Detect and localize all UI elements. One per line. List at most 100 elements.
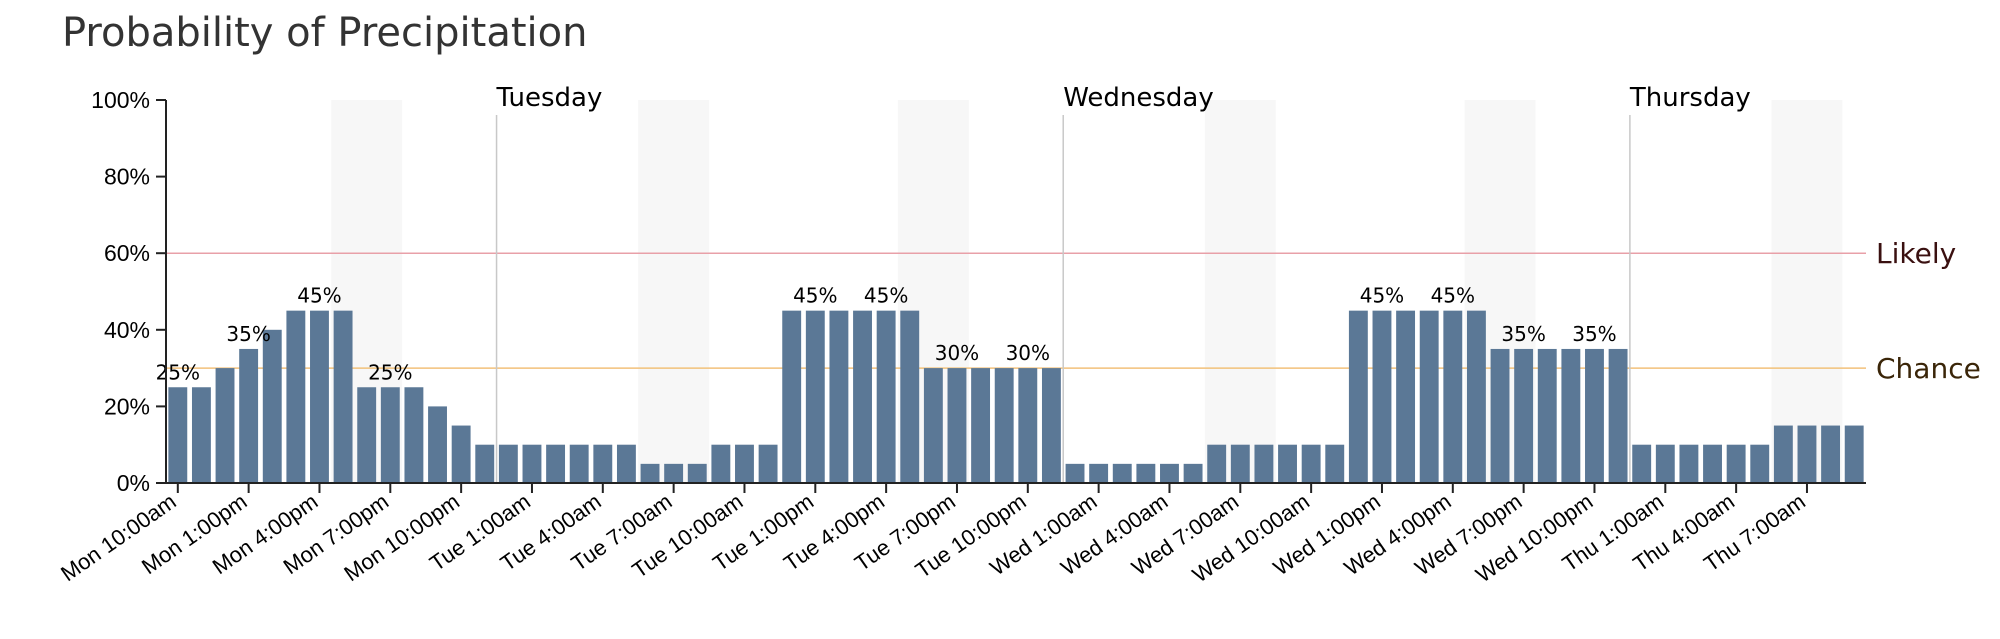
bar [1278,444,1297,483]
bar [994,368,1014,483]
bar [805,310,825,483]
bar [262,329,282,483]
day-label: Tuesday [496,83,603,113]
day-markers: Tuesday Wednesday Thursday [496,83,1751,483]
bar [451,425,471,483]
bar [1632,444,1652,483]
bar [191,387,211,483]
y-tick-label: 40% [104,317,150,343]
bar [1703,444,1722,483]
bar [1679,444,1699,483]
bar [428,406,447,483]
bar [900,310,920,483]
night-band [1204,100,1276,483]
bar [239,348,259,483]
bar [687,463,707,483]
bar [1466,310,1486,483]
bar [1773,425,1793,483]
data-label: 30% [1006,341,1050,365]
bar [569,444,589,483]
chart-title: Probability of Precipitation [62,10,588,56]
y-tick-label: 100% [91,87,150,113]
bar [971,368,991,483]
bar [1207,444,1227,483]
bar [1443,310,1463,483]
threshold-label: Chance [1876,352,1981,385]
bar [215,368,235,483]
data-label: 45% [297,284,341,308]
data-label: 45% [1360,284,1404,308]
bar [1396,310,1416,483]
y-tick-label: 80% [104,164,150,190]
bar [1183,463,1203,483]
bar [947,368,967,483]
bar [1419,310,1439,483]
bar [1797,425,1817,483]
shaded-bands [331,100,1843,483]
bar [853,310,872,483]
bar [1160,463,1179,483]
bar [1537,348,1557,483]
bar [593,444,613,483]
bar [1655,444,1675,483]
bar [498,444,518,483]
bar [664,463,684,483]
bar [1514,348,1534,483]
bar [1561,348,1581,483]
day-label: Wednesday [1063,83,1214,113]
night-band [1771,100,1843,483]
bar [1089,463,1109,483]
threshold-lines: Likely Chance [166,237,1981,385]
y-tick-label: 0% [117,470,150,496]
bar [475,444,495,483]
bar [1585,348,1604,483]
bar [876,310,896,483]
y-tick-label: 60% [104,240,150,266]
bar [758,444,778,483]
bar [1230,444,1250,483]
bar [1372,310,1392,483]
bar [310,310,329,483]
data-label: 35% [226,322,270,346]
bars [168,310,1864,483]
day-label: Thursday [1629,83,1751,113]
bar [640,463,660,483]
bar [1821,425,1841,483]
bar [782,310,802,483]
bar [1018,368,1038,483]
bar [1348,310,1368,483]
bar [1112,463,1132,483]
bar [923,368,943,483]
bar [1325,444,1345,483]
bar [168,387,188,483]
bar [1844,425,1864,483]
data-label: 45% [793,284,837,308]
night-band [638,100,710,483]
y-tick-label: 20% [104,393,150,419]
data-label: 35% [1501,322,1545,346]
bar [286,310,306,483]
data-labels: 25% 35% 45% 25% 45% 45% 30% 30% 45% 45% 35% 35% [156,284,1617,385]
bar [1065,463,1085,483]
data-label: 25% [156,360,200,384]
bar [546,444,566,483]
bar [380,387,400,483]
data-label: 45% [1431,284,1475,308]
bar [1136,463,1156,483]
data-label: 25% [368,360,412,384]
bar [404,387,424,483]
threshold-label: Likely [1876,237,1956,270]
bar [1301,444,1321,483]
bar [711,444,731,483]
bar [522,444,542,483]
bar [616,444,636,483]
bar [1608,348,1628,483]
bar [1254,444,1274,483]
bar [333,310,353,483]
bar [735,444,754,483]
bar [1041,368,1061,483]
bar [357,387,377,483]
data-label: 45% [864,284,908,308]
bar [1490,348,1510,483]
